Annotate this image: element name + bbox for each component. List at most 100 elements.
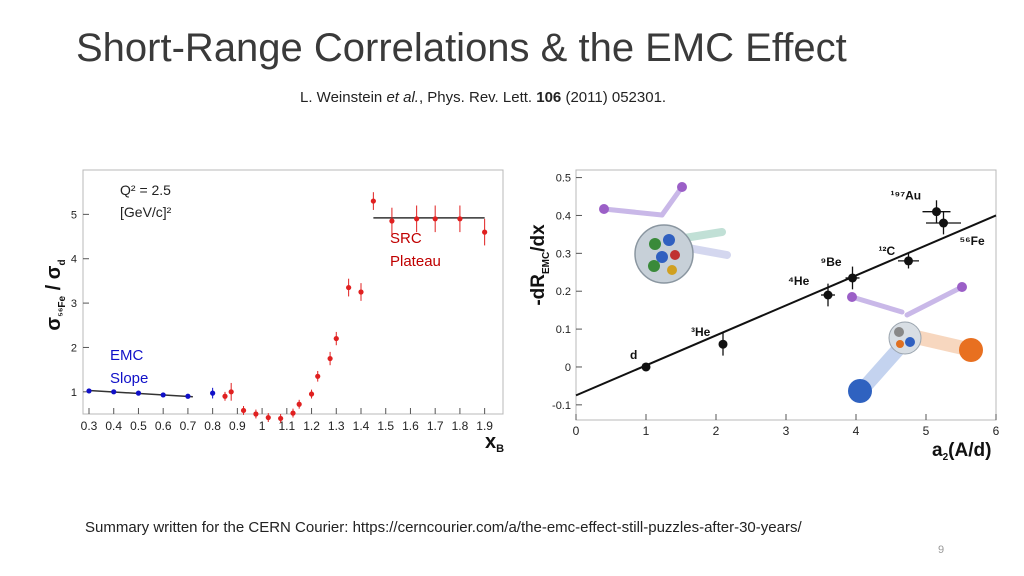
left-ylabel-div: / σ [43, 265, 65, 296]
left-xlabel: x [485, 431, 496, 453]
left-x-tick-label: 0.8 [204, 419, 221, 433]
right-x-tick-label: 0 [573, 424, 580, 438]
nucleus-label: ⁴He [788, 274, 810, 288]
src-data-point [240, 407, 247, 414]
citation-volume: 106 [536, 89, 562, 106]
nucleus-label: ¹²C [879, 244, 896, 258]
src-data-point [346, 284, 352, 291]
src-data-point [278, 415, 284, 422]
nucleus-label: ³He [691, 325, 711, 339]
right-ylabel: -dR [528, 274, 549, 306]
citation-rest: (2011) 052301. [565, 89, 667, 106]
left-y-tick-label: 4 [71, 254, 77, 266]
left-x-tick-label: 1 [259, 419, 266, 433]
right-ylabel-sub: EMC [541, 252, 552, 274]
left-y-axis-label: σ⁵⁶Fe / σd [43, 259, 68, 330]
nucleus-illustration-bottom [847, 282, 983, 403]
src-data-point [265, 414, 271, 421]
left-y-tick-label: 5 [71, 209, 77, 221]
q2-annotation-line1: Q² = 2.5 [120, 182, 171, 198]
footer-summary: Summary written for the CERN Courier: ht… [85, 519, 802, 536]
right-x-tick-label: 6 [993, 424, 1000, 438]
src-data-point [370, 198, 376, 204]
src-data-point [414, 216, 420, 222]
nucleus-data-point [848, 273, 857, 283]
nucleus-data-point [823, 290, 833, 300]
left-ylabel-sigma: σ [43, 317, 65, 331]
left-x-tick-label: 0.3 [81, 419, 98, 433]
left-x-tick-label: 1.2 [303, 419, 320, 433]
right-x-axis-label: a2(A/d) [932, 440, 991, 460]
left-y-tick-label: 1 [71, 387, 77, 399]
svg-text:-dREMC/dx: -dREMC/dx [528, 224, 552, 306]
left-ylabel-sub: ⁵⁶Fe [57, 295, 68, 316]
right-xlabel-tail: (A/d) [948, 440, 991, 460]
src-annotation-line2: Plateau [390, 253, 441, 270]
left-x-tick-label: 0.7 [180, 419, 197, 433]
right-y-tick-label: 0 [565, 362, 571, 374]
src-data-point [432, 216, 438, 222]
left-x-tick-label: 1.3 [328, 419, 345, 433]
left-xlabel-sub: B [496, 443, 504, 455]
left-x-axis-label: xB [485, 431, 504, 455]
right-y-axis-label: -dREMC/dx [528, 224, 552, 306]
q2-annotation-line2: [GeV/c]² [120, 204, 172, 220]
right-y-tick-label: 0.1 [556, 324, 571, 336]
nucleus-data-point [932, 207, 941, 217]
right-x-tick-label: 4 [853, 424, 860, 438]
src-data-point [482, 229, 488, 235]
src-data-point [358, 289, 364, 295]
src-data-point [253, 411, 259, 417]
left-x-tick-label: 1.4 [353, 419, 370, 433]
nucleus-label: ⁵⁶Fe [960, 234, 985, 248]
left-y-tick-label: 3 [71, 298, 77, 310]
emc-annotation-line1: EMC [110, 347, 144, 364]
citation-journal: , Phys. Rev. Lett. [418, 89, 533, 106]
src-data-point [222, 393, 228, 399]
left-ylabel-sub2: d [57, 259, 68, 265]
nucleus-data-point [939, 218, 948, 228]
right-y-tick-label: 0.5 [556, 173, 571, 185]
left-x-tick-label: 0.4 [105, 419, 122, 433]
left-x-tick-label: 1.7 [427, 419, 444, 433]
right-x-tick-label: 3 [783, 424, 790, 438]
left-x-tick-label: 1.1 [278, 419, 295, 433]
nucleus-label: ¹⁹⁷Au [891, 189, 922, 203]
left-x-tick-label: 0.9 [229, 419, 246, 433]
src-annotation-line1: SRC [390, 230, 422, 247]
right-x-tick-label: 2 [713, 424, 720, 438]
src-data-point [389, 218, 395, 224]
src-data-point [315, 373, 321, 379]
right-y-tick-label: 0.4 [556, 210, 571, 222]
nucleus-data-point [641, 362, 651, 372]
left-x-tick-label: 0.5 [130, 419, 147, 433]
emc-annotation-line2: Slope [110, 370, 148, 387]
slide-title: Short-Range Correlations & the EMC Effec… [76, 26, 847, 70]
nucleus-data-point [904, 256, 913, 266]
left-y-tick-label: 2 [71, 342, 77, 354]
right-plot-frame [575, 169, 997, 421]
nucleus-label: d [630, 348, 637, 362]
nucleus-illustration-top [599, 182, 731, 284]
slide-number: 9 [938, 544, 945, 556]
citation: L. Weinstein et al., Phys. Rev. Lett. 10… [300, 89, 666, 106]
emc-data-point [160, 392, 166, 398]
right-ylabel-tail: /dx [528, 224, 549, 252]
right-y-tick-label: 0.3 [556, 248, 571, 260]
src-data-point [333, 335, 339, 342]
src-data-point [228, 389, 234, 395]
emc-data-point [210, 390, 216, 396]
right-xlabel: a [932, 440, 943, 460]
emc-src-ratio-chart: 1 2 3 4 5 0.3 0.4 0.5 0.6 0.7 0.8 0.9 1 1.1 1.2 1.3 1.4… [43, 169, 504, 455]
left-x-tick-label: 0.6 [155, 419, 172, 433]
src-data-point [290, 410, 296, 416]
src-data-point [308, 391, 315, 397]
left-x-tick-label: 1.6 [402, 419, 419, 433]
emc-data-point [86, 388, 92, 394]
left-x-tick-label: 1.8 [452, 419, 469, 433]
left-x-tick-label: 1.9 [476, 419, 493, 433]
citation-authors: L. Weinstein [300, 89, 383, 106]
src-data-point [327, 355, 333, 362]
citation-etal: et al. [386, 89, 419, 106]
